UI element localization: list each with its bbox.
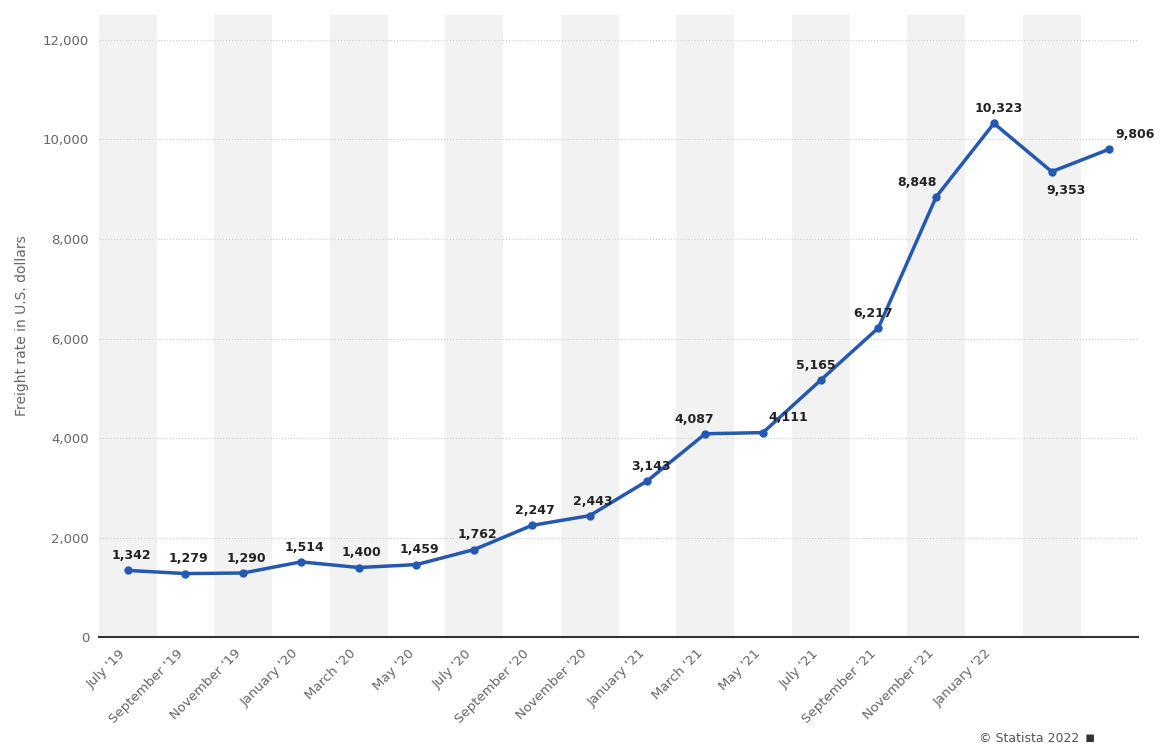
Text: © Statista 2022: © Statista 2022 [979,732,1079,745]
Bar [446,15,503,637]
Text: ▪: ▪ [1085,730,1096,745]
Text: 1,459: 1,459 [400,544,440,556]
Bar [387,15,446,637]
Text: 1,279: 1,279 [169,553,209,565]
Text: 4,111: 4,111 [768,411,808,424]
Bar [677,15,734,637]
Bar [157,15,215,637]
Bar [561,15,618,637]
Bar [908,15,965,637]
Text: 9,806: 9,806 [1116,128,1154,141]
Text: 3,143: 3,143 [631,460,670,472]
Bar [1080,15,1138,637]
Bar [99,15,157,637]
Bar [734,15,792,637]
Bar [618,15,677,637]
Text: 8,848: 8,848 [897,175,937,189]
Text: 6,217: 6,217 [854,307,893,320]
Bar [503,15,561,637]
Bar [330,15,387,637]
Bar [272,15,330,637]
Bar [1023,15,1080,637]
Y-axis label: Freight rate in U.S. dollars: Freight rate in U.S. dollars [15,236,29,417]
Text: 10,323: 10,323 [975,102,1023,115]
Text: 1,290: 1,290 [226,552,266,565]
Text: 1,342: 1,342 [111,550,150,562]
Text: 2,443: 2,443 [574,494,612,507]
Text: 1,514: 1,514 [284,541,324,553]
Text: 2,247: 2,247 [515,504,555,517]
Text: 9,353: 9,353 [1046,184,1085,197]
Bar [849,15,908,637]
Bar [965,15,1023,637]
Bar [792,15,849,637]
Text: 1,762: 1,762 [457,528,497,541]
Text: 4,087: 4,087 [674,413,714,426]
Text: 5,165: 5,165 [795,359,835,372]
Bar [215,15,272,637]
Text: 1,400: 1,400 [343,547,381,559]
